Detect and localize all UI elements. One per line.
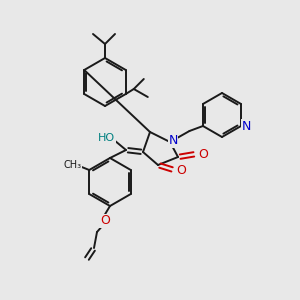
Text: HO: HO: [98, 133, 115, 143]
Text: O: O: [198, 148, 208, 160]
Text: O: O: [100, 214, 110, 227]
Text: N: N: [168, 134, 178, 148]
Text: O: O: [176, 164, 186, 176]
Text: HO: HO: [98, 132, 116, 142]
Text: N: N: [242, 119, 251, 133]
Text: CH₃: CH₃: [63, 160, 81, 170]
